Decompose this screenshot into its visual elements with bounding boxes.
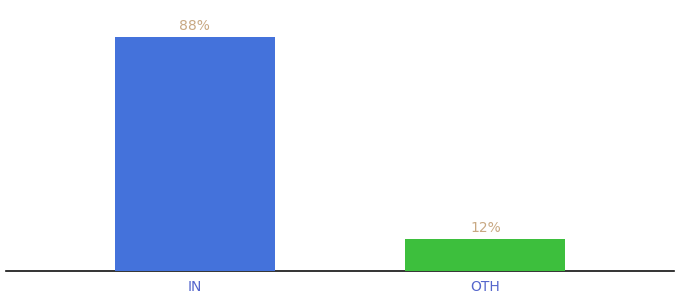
- Text: 88%: 88%: [179, 20, 210, 33]
- Text: 12%: 12%: [470, 221, 500, 235]
- Bar: [115, 38, 275, 271]
- Bar: [405, 239, 565, 271]
